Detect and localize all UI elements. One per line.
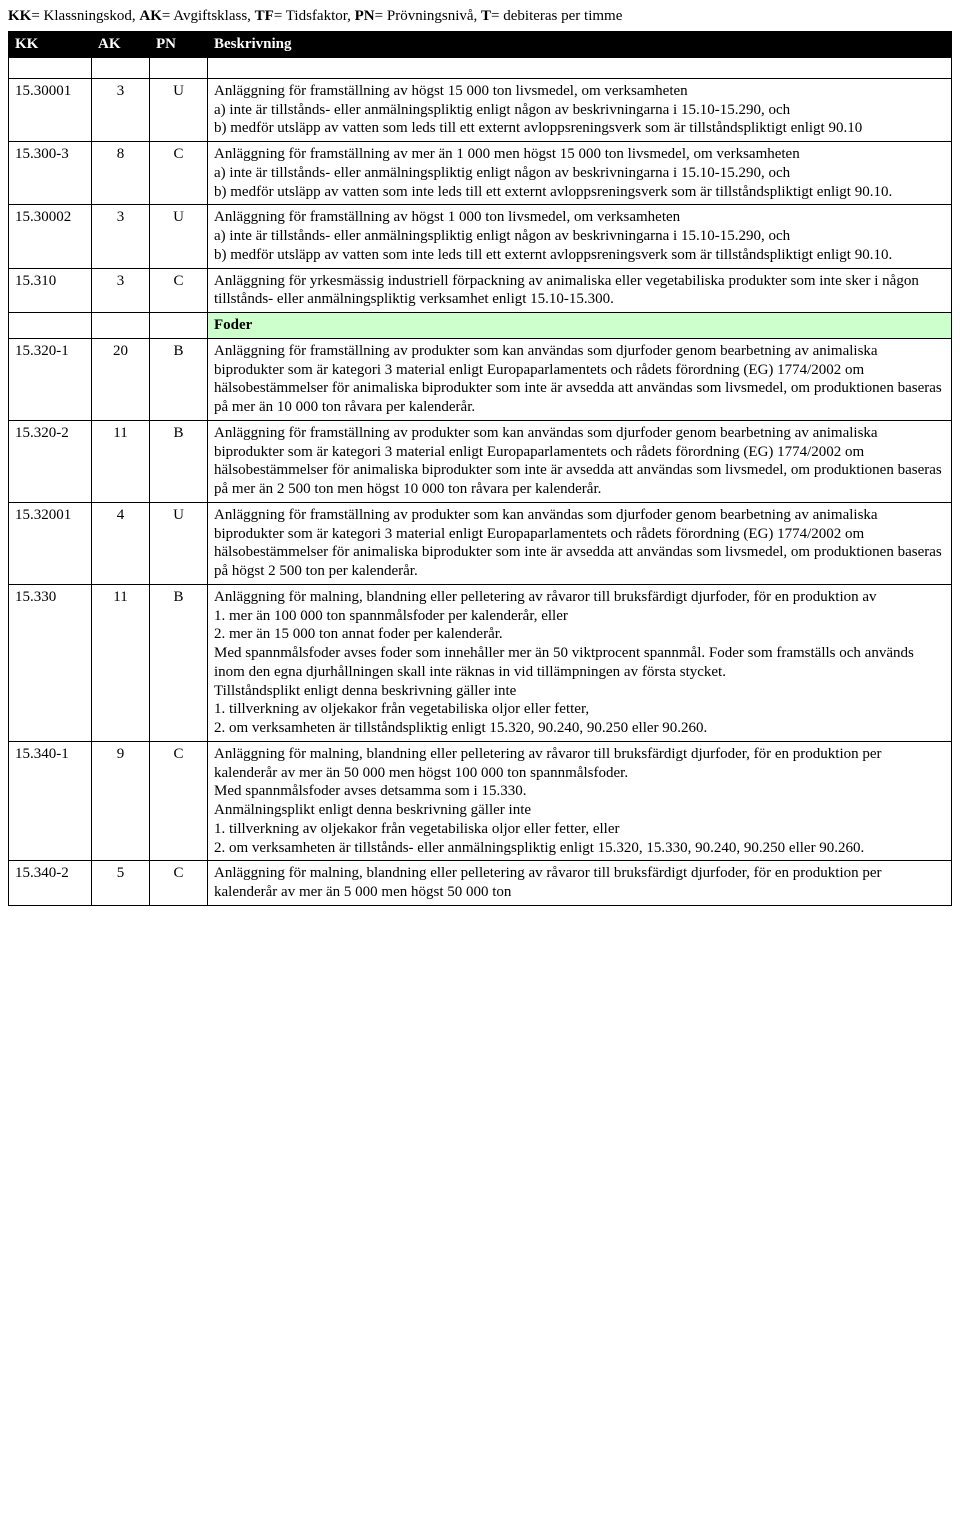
cell-desc: Anläggning för yrkesmässig industriell f…: [208, 268, 952, 313]
table-row: 15.340-1 9 C Anläggning för malning, bla…: [9, 741, 952, 861]
legend-t-full: = debiteras per timme: [491, 8, 622, 24]
cell-kk: 15.320-1: [9, 338, 92, 420]
cell-desc: Anläggning för malning, blandning eller …: [208, 741, 952, 861]
legend-tf-abbr: TF: [255, 8, 274, 24]
table-row: 15.300-3 8 C Anläggning för framställnin…: [9, 142, 952, 205]
cell-ak: 3: [92, 205, 150, 268]
cell-kk: 15.340-2: [9, 861, 92, 906]
col-header-pn: PN: [150, 32, 208, 58]
legend-tf-full: = Tidsfaktor,: [274, 8, 355, 24]
table-row: 15.330 11 B Anläggning för malning, blan…: [9, 584, 952, 741]
cell-ak: 3: [92, 78, 150, 141]
cell-pn: B: [150, 584, 208, 741]
legend-line: KK= Klassningskod, AK= Avgiftsklass, TF=…: [8, 8, 952, 25]
col-header-ak: AK: [92, 32, 150, 58]
cell-desc: Anläggning för malning, blandning eller …: [208, 584, 952, 741]
table-row: 15.32001 4 U Anläggning för framställnin…: [9, 502, 952, 584]
table-row: 15.310 3 C Anläggning för yrkesmässig in…: [9, 268, 952, 313]
cell-ak: 20: [92, 338, 150, 420]
cell-ak: 11: [92, 420, 150, 502]
legend-ak-abbr: AK: [139, 8, 162, 24]
cell-desc: Anläggning för framställning av produkte…: [208, 338, 952, 420]
cell-ak: 3: [92, 268, 150, 313]
table-row: 15.30002 3 U Anläggning för framställnin…: [9, 205, 952, 268]
table-row: 15.320-2 11 B Anläggning för framställni…: [9, 420, 952, 502]
legend-kk-abbr: KK: [8, 8, 31, 24]
section-cell-pn: [150, 313, 208, 339]
cell-desc: Anläggning för framställning av mer än 1…: [208, 142, 952, 205]
cell-pn: C: [150, 142, 208, 205]
cell-kk: 15.30002: [9, 205, 92, 268]
legend-pn-full: = Prövningsnivå,: [375, 8, 481, 24]
cell-pn: C: [150, 861, 208, 906]
cell-kk: 15.320-2: [9, 420, 92, 502]
cell-ak: 11: [92, 584, 150, 741]
cell-kk: 15.32001: [9, 502, 92, 584]
table-header-row: KK AK PN Beskrivning: [9, 32, 952, 58]
cell-pn: U: [150, 205, 208, 268]
cell-kk: 15.310: [9, 268, 92, 313]
cell-pn: U: [150, 502, 208, 584]
col-header-kk: KK: [9, 32, 92, 58]
cell-pn: C: [150, 741, 208, 861]
cell-ak: 4: [92, 502, 150, 584]
cell-pn: B: [150, 420, 208, 502]
cell-kk: 15.300-3: [9, 142, 92, 205]
section-cell-kk: [9, 313, 92, 339]
table-row: 15.340-2 5 C Anläggning för malning, bla…: [9, 861, 952, 906]
col-header-desc: Beskrivning: [208, 32, 952, 58]
cell-desc: Anläggning för malning, blandning eller …: [208, 861, 952, 906]
table-row: 15.30001 3 U Anläggning för framställnin…: [9, 78, 952, 141]
cell-desc: Anläggning för framställning av produkte…: [208, 420, 952, 502]
spacer-row: [9, 57, 952, 78]
cell-pn: C: [150, 268, 208, 313]
cell-kk: 15.340-1: [9, 741, 92, 861]
classification-table: KK AK PN Beskrivning 15.30001 3 U Anlägg…: [8, 31, 952, 906]
cell-kk: 15.330: [9, 584, 92, 741]
cell-ak: 8: [92, 142, 150, 205]
cell-desc: Anläggning för framställning av högst 15…: [208, 78, 952, 141]
cell-pn: B: [150, 338, 208, 420]
cell-desc: Anläggning för framställning av produkte…: [208, 502, 952, 584]
cell-kk: 15.30001: [9, 78, 92, 141]
cell-ak: 9: [92, 741, 150, 861]
cell-ak: 5: [92, 861, 150, 906]
legend-pn-abbr: PN: [355, 8, 375, 24]
section-row-foder: Foder: [9, 313, 952, 339]
cell-desc: Anläggning för framställning av högst 1 …: [208, 205, 952, 268]
cell-pn: U: [150, 78, 208, 141]
legend-ak-full: = Avgiftsklass,: [162, 8, 255, 24]
section-cell-ak: [92, 313, 150, 339]
table-row: 15.320-1 20 B Anläggning för framställni…: [9, 338, 952, 420]
legend-t-abbr: T: [481, 8, 491, 24]
section-label: Foder: [208, 313, 952, 339]
legend-kk-full: = Klassningskod,: [31, 8, 139, 24]
